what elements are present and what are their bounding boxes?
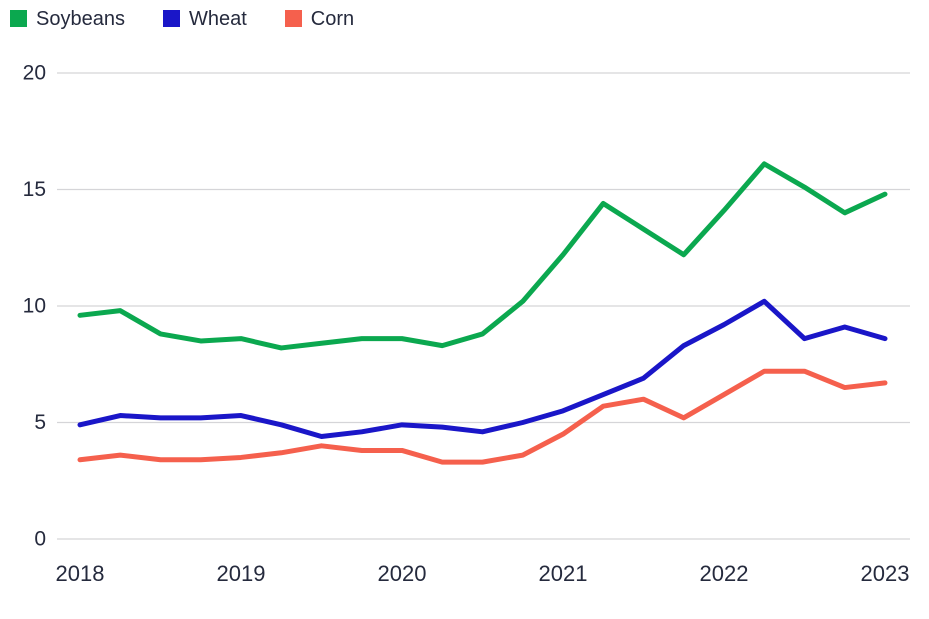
series-line-soybeans (77, 161, 888, 351)
legend-label-corn: Corn (310, 8, 355, 30)
series-line-corn (77, 368, 888, 465)
y-axis-tick-10: 10 (23, 295, 46, 318)
legend-swatch-corn (284, 10, 302, 27)
legend-item-soybeans: Soybeans (10, 8, 125, 29)
legend-item-corn: Corn (284, 8, 355, 30)
legend-label-wheat: Wheat (188, 8, 247, 30)
series-line-wheat (77, 298, 888, 439)
x-axis-tick-2018: 2018 (56, 561, 105, 586)
y-axis-tick-20: 20 (23, 62, 46, 85)
legend-item-wheat: Wheat (162, 8, 247, 30)
x-axis-tick-2019: 2019 (217, 561, 266, 586)
legend-swatch-soybeans (10, 10, 27, 27)
x-axis-tick-2023: 2023 (861, 561, 910, 586)
y-axis-tick-5: 5 (34, 411, 46, 434)
legend-label-soybeans: Soybeans (36, 8, 125, 30)
chart-legend: Soybeans Wheat Corn (10, 8, 354, 29)
x-axis-tick-2020: 2020 (378, 561, 427, 586)
y-axis-tick-15: 15 (23, 178, 46, 201)
x-axis-tick-2022: 2022 (700, 561, 749, 586)
x-axis-tick-2021: 2021 (539, 561, 588, 586)
legend-swatch-wheat (162, 10, 180, 27)
y-axis-tick-0: 0 (34, 528, 46, 551)
